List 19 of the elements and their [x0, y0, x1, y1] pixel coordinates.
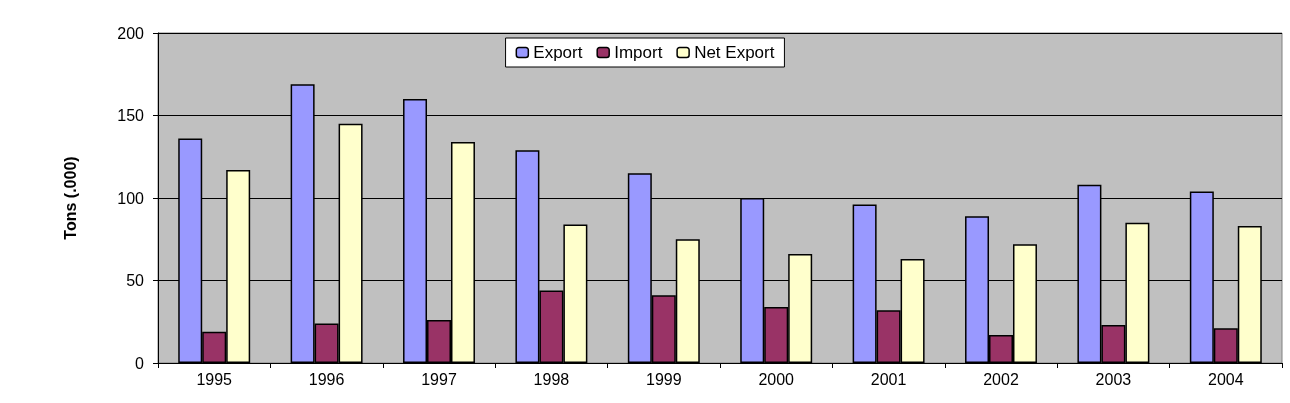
legend-label: Import — [614, 43, 663, 62]
legend-label: Net Export — [694, 43, 775, 62]
y-tick-label: 200 — [117, 24, 145, 42]
x-tick-label: 2000 — [758, 370, 795, 388]
x-tick-label: 1995 — [196, 370, 233, 388]
y-axis-title: Tons (.000) — [61, 156, 79, 240]
y-tick-label: 50 — [126, 272, 145, 289]
x-tick-label: 2003 — [1095, 370, 1132, 388]
y-tick-label: 0 — [135, 354, 145, 372]
x-tick-label: 2002 — [983, 370, 1019, 388]
x-tick-label: 1997 — [421, 370, 457, 388]
y-tick-label: 100 — [117, 189, 145, 207]
x-tick-label: 1998 — [533, 370, 570, 388]
y-tick-label: 150 — [117, 107, 145, 124]
legend-label: Export — [533, 43, 583, 62]
x-tick-label: 1996 — [308, 370, 345, 388]
x-tick-label: 2004 — [1208, 370, 1244, 388]
x-tick-label: 1999 — [646, 370, 682, 388]
x-tick-label: 2001 — [870, 370, 907, 388]
